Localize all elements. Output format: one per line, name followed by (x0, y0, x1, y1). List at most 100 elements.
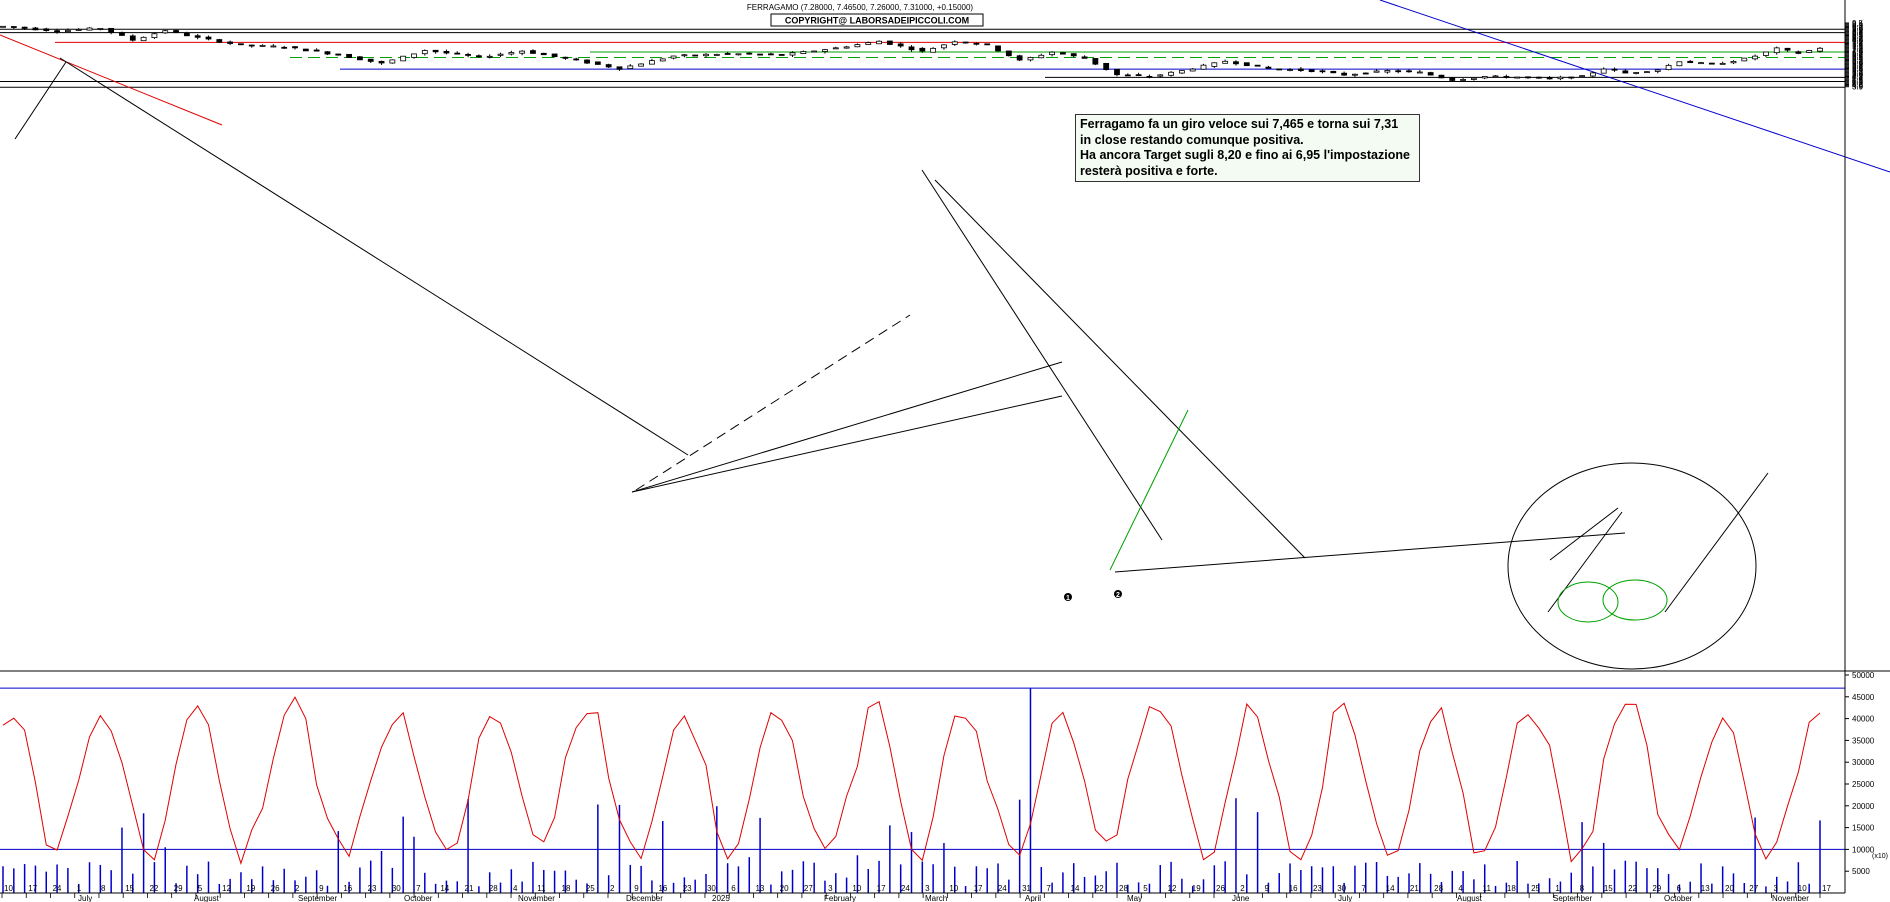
candle (1438, 74, 1445, 79)
candle (1060, 51, 1066, 55)
date-tick-label: 29 (1652, 884, 1661, 893)
candle (995, 45, 1001, 52)
candle (573, 57, 580, 61)
date-tick-label: 19 (246, 884, 255, 893)
price-tick-label: 6.3 (1852, 55, 1864, 64)
date-tick-label: 16 (1289, 884, 1298, 893)
date-tick-label: 12 (1168, 884, 1177, 893)
candle (594, 61, 601, 65)
candle (411, 53, 417, 59)
candle (151, 32, 158, 39)
price-tick-label: 5.6 (1852, 63, 1864, 72)
marker-2: 2 (1116, 592, 1120, 599)
date-tick-label: 15 (1604, 884, 1613, 893)
date-tick-label: 9 (1264, 884, 1269, 893)
candle (659, 58, 666, 62)
volume-tick-label: 30000 (1852, 758, 1875, 767)
price-tick-label: 6.0 (1852, 59, 1864, 68)
price-tick-label: 8.0 (1852, 36, 1864, 45)
candle (876, 40, 882, 45)
date-tick-label: 7 (416, 884, 421, 893)
candle (313, 48, 320, 52)
date-tick-label: 3 (1774, 884, 1779, 893)
month-label: October (404, 894, 433, 902)
date-tick-label: 9 (319, 884, 324, 893)
candle (205, 35, 212, 41)
candle (746, 52, 753, 55)
candle (1535, 76, 1542, 79)
candle (508, 50, 515, 56)
candle (1676, 61, 1683, 67)
date-tick-label: 7 (1361, 884, 1366, 893)
trendline-blue (1379, 0, 1890, 173)
date-tick-label: 24 (998, 884, 1007, 893)
candle (832, 46, 839, 50)
candle (1189, 68, 1196, 72)
volume-tick-label: 15000 (1852, 824, 1875, 833)
volume-unit-label: (x10) (1872, 853, 1888, 860)
candle (1243, 62, 1250, 67)
candle (1806, 49, 1813, 53)
candle (551, 53, 558, 58)
price-tick-label: 4.7 (1852, 74, 1864, 83)
candle (1254, 64, 1261, 67)
trendline-black-6 (934, 179, 1306, 559)
candle (1038, 53, 1045, 59)
date-tick-label: 16 (343, 884, 352, 893)
price-tick-label: 5.7 (1852, 62, 1864, 71)
price-tick-label: 8.5 (1852, 30, 1864, 39)
candle (1168, 71, 1174, 77)
candle (194, 33, 201, 40)
price-tick-label: 9.4 (1852, 20, 1864, 29)
price-tick-label: 6.2 (1852, 57, 1864, 66)
volume-tick-label: 5000 (1852, 867, 1870, 876)
candle (1579, 75, 1585, 78)
candle (378, 60, 385, 65)
date-tick-label: 30 (392, 884, 401, 893)
price-tick-label: 6.9 (1852, 49, 1864, 58)
candle (703, 53, 709, 58)
price-tick-label: 7.8 (1852, 38, 1864, 47)
price-tick-label: 8.8 (1852, 27, 1864, 36)
month-label: March (925, 894, 947, 902)
candle (1460, 78, 1466, 81)
candle (1546, 76, 1553, 80)
candle (1092, 58, 1099, 66)
date-tick-label: 2 (1240, 884, 1245, 893)
trendline-black-1 (14, 61, 67, 140)
trendline-black-4 (631, 395, 1063, 493)
candle (530, 49, 536, 54)
date-tick-label: 25 (1531, 884, 1540, 893)
candle (951, 40, 958, 46)
candle (854, 43, 861, 48)
date-tick-label: 27 (804, 884, 813, 893)
price-tick-label: 6.1 (1852, 58, 1864, 67)
candle (1719, 61, 1726, 65)
candle (649, 58, 655, 65)
candle (1665, 63, 1672, 71)
price-tick-label: 8.2 (1852, 34, 1864, 43)
candle (767, 52, 774, 56)
candle (735, 53, 742, 56)
date-tick-label: 20 (780, 884, 789, 893)
candle (86, 27, 93, 31)
annotation-line-2: in close restando comunque positiva. (1080, 132, 1304, 147)
candle (1157, 74, 1164, 78)
date-tick-label: 17 (1822, 884, 1831, 893)
date-tick-label: 24 (901, 884, 910, 893)
price-tick-label: 8.9 (1852, 26, 1864, 35)
date-tick-label: 16 (658, 884, 667, 893)
price-tick-label: 4.4 (1852, 77, 1864, 86)
candle (1525, 76, 1531, 79)
candle (1308, 69, 1315, 73)
month-label: October (1664, 894, 1693, 902)
candle (1049, 51, 1056, 57)
trendline-black-7 (1114, 532, 1626, 573)
price-tick-label: 5.0 (1852, 70, 1864, 79)
trendlines (0, 0, 1890, 670)
candle (1687, 60, 1694, 64)
price-tick-label: 5.8 (1852, 61, 1864, 70)
candle (800, 50, 807, 54)
price-tick-label: 5.9 (1852, 60, 1864, 69)
candle (519, 50, 526, 56)
